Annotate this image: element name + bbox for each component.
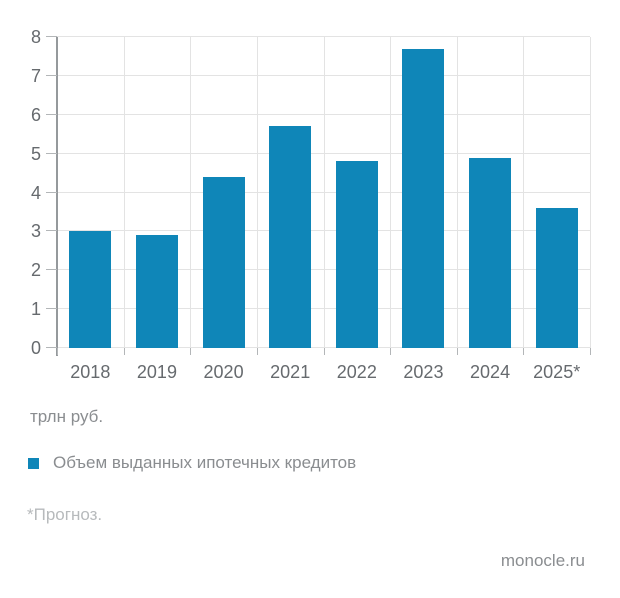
bar-2020 [202, 176, 245, 348]
bar-2021 [269, 126, 312, 348]
x-tick-6 [456, 348, 458, 355]
source-credit: monocle.ru [500, 551, 585, 570]
x-label-2020: 2020 [203, 362, 244, 382]
y-unit-label: трлн руб. [30, 407, 104, 426]
y-tick-3 [46, 230, 57, 232]
y-label-8: 8 [30, 27, 41, 47]
bar-2024 [469, 157, 512, 348]
x-label-2023: 2023 [403, 362, 444, 382]
bar-2019 [135, 235, 178, 348]
y-label-4: 4 [30, 182, 41, 203]
v-gridline-5 [390, 37, 392, 348]
x-tick-8 [590, 348, 591, 355]
y-axis-line [56, 37, 58, 356]
x-axis-line [57, 347, 590, 348]
y-tick-4 [46, 191, 57, 193]
y-tick-5 [46, 152, 57, 154]
v-gridline-7 [523, 37, 525, 348]
plot-area: 0 1 2 3 4 5 6 7 8 2018 2019 2020 2021 2022 2023 2024 20… [31, 28, 591, 381]
y-tick-8 [46, 36, 57, 37]
y-tick-0 [46, 347, 57, 348]
y-label-2: 2 [30, 260, 41, 281]
y-tick-7 [46, 74, 57, 76]
x-tick-3 [256, 348, 258, 355]
x-tick-7 [523, 348, 525, 355]
legend-series-label: Объем выданных ипотечных кредитов [53, 453, 357, 472]
x-label-2021: 2021 [270, 362, 311, 382]
x-label-2025*: 2025* [533, 362, 581, 382]
bar-2025* [535, 208, 578, 348]
y-tick-2 [46, 269, 57, 271]
v-gridline-2 [190, 37, 192, 348]
legend-swatch-icon [28, 457, 39, 469]
v-gridline-8 [590, 37, 591, 348]
y-label-5: 5 [30, 143, 41, 164]
legend: Объем выданных ипотечных кредитов [28, 453, 356, 473]
x-label-2018: 2018 [70, 362, 111, 382]
v-gridline-3 [256, 37, 258, 348]
x-tick-5 [390, 348, 392, 355]
y-label-3: 3 [30, 221, 41, 242]
bar-2018 [69, 231, 112, 348]
forecast-footnote: *Прогноз. [27, 505, 103, 524]
y-label-7: 7 [30, 65, 41, 86]
v-gridline-1 [123, 37, 125, 348]
x-label-2022: 2022 [336, 362, 377, 382]
x-tick-4 [323, 348, 325, 355]
bar-2022 [335, 161, 378, 348]
h-gridline-8 [57, 36, 590, 37]
v-gridline-6 [456, 37, 458, 348]
x-label-2019: 2019 [136, 362, 177, 382]
x-tick-2 [190, 348, 192, 355]
x-tick-0 [57, 348, 58, 355]
y-label-6: 6 [30, 104, 41, 125]
bar-2023 [402, 48, 445, 348]
y-label-0: 0 [30, 338, 41, 358]
y-label-1: 1 [30, 299, 41, 320]
y-tick-6 [46, 113, 57, 115]
y-tick-1 [46, 308, 57, 310]
x-tick-1 [123, 348, 125, 355]
x-label-2024: 2024 [470, 362, 511, 382]
v-gridline-4 [323, 37, 325, 348]
